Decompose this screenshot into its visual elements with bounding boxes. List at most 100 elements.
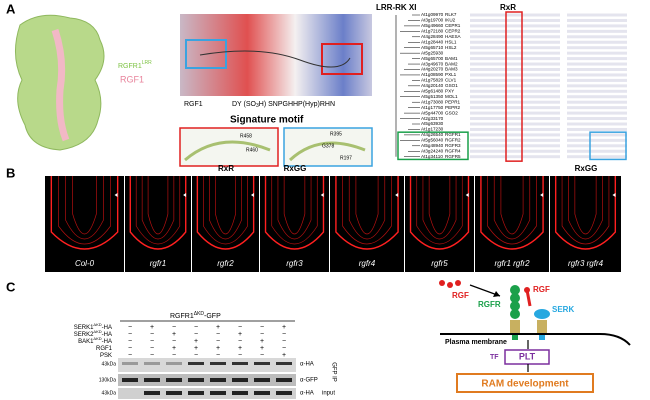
gene-id: At3g49670 bbox=[421, 61, 444, 66]
root-outline bbox=[409, 176, 470, 250]
row-sup: ΔKD bbox=[93, 336, 101, 341]
sequence-row bbox=[470, 29, 560, 33]
band bbox=[232, 362, 248, 365]
gene-id: At5g65710 bbox=[421, 45, 444, 50]
root-outline bbox=[554, 176, 617, 250]
genotype-label: rgfr1 rgfr2 bbox=[494, 259, 530, 268]
sign: − bbox=[216, 338, 220, 345]
sequence-row bbox=[470, 13, 560, 17]
bait-name: RGFR1 bbox=[170, 313, 194, 320]
sequence-row bbox=[470, 84, 560, 88]
band bbox=[144, 362, 160, 365]
root-image bbox=[45, 176, 124, 272]
gene-name: CEPR1 bbox=[445, 23, 461, 28]
antibody-label: α-HA bbox=[300, 391, 314, 397]
root-outline bbox=[129, 176, 187, 250]
sequence-row bbox=[567, 100, 627, 104]
row-suffix: -HA bbox=[102, 339, 112, 345]
sequence-row bbox=[567, 138, 627, 142]
sign: − bbox=[282, 345, 286, 352]
sequence-row bbox=[470, 40, 560, 44]
sequence-row bbox=[470, 78, 560, 82]
row-name: RGF1 bbox=[96, 346, 113, 352]
gene-name: RGFR1 bbox=[445, 132, 461, 137]
ligand-label: RGF bbox=[533, 285, 550, 294]
band bbox=[166, 391, 182, 395]
root-outline bbox=[348, 176, 386, 240]
sequence-row bbox=[567, 106, 627, 110]
row-label: PSK bbox=[100, 353, 112, 359]
gene-id: At4g28490 bbox=[421, 34, 444, 39]
sequence-row bbox=[567, 111, 627, 115]
gene-id: At1g17230 bbox=[421, 127, 444, 132]
gene-id: At1g73080 bbox=[421, 99, 444, 104]
sequence-row bbox=[567, 117, 627, 121]
root-outline bbox=[264, 176, 325, 250]
sequence-row bbox=[470, 51, 560, 55]
sequence-row bbox=[470, 155, 560, 159]
root-outline bbox=[480, 176, 544, 250]
gene-name: CEPR2 bbox=[445, 29, 461, 34]
sign: − bbox=[260, 331, 264, 338]
gene-name: RGFR4 bbox=[445, 148, 461, 153]
sequence-row bbox=[567, 68, 627, 71]
sign: + bbox=[282, 324, 286, 331]
rgfr-box bbox=[397, 131, 469, 161]
sign: − bbox=[150, 338, 154, 345]
sign: − bbox=[172, 324, 176, 331]
sign: + bbox=[194, 338, 198, 345]
sequence-row bbox=[470, 149, 560, 153]
sign: + bbox=[172, 345, 176, 352]
sequence-row bbox=[470, 89, 560, 93]
sequence-row bbox=[567, 57, 627, 61]
sequence-row bbox=[567, 89, 627, 93]
input-label: input bbox=[322, 391, 335, 397]
sequence-row bbox=[567, 133, 627, 137]
sequence-row bbox=[470, 106, 560, 110]
motif-sub: 3 bbox=[256, 103, 259, 109]
genotype-label: Col-0 bbox=[75, 259, 95, 268]
gene-name: PEPR1 bbox=[445, 99, 461, 104]
band bbox=[166, 362, 182, 365]
sign: − bbox=[238, 324, 242, 331]
sign: − bbox=[172, 352, 176, 359]
sign: + bbox=[238, 345, 242, 352]
sequence-row bbox=[470, 111, 560, 115]
sign: − bbox=[238, 352, 242, 359]
panel-label: C bbox=[6, 279, 16, 294]
size-marker: 43kDa bbox=[102, 390, 117, 396]
peptide-label: RGF1 bbox=[120, 74, 144, 84]
meristem-arrow bbox=[540, 193, 544, 197]
band bbox=[276, 362, 292, 365]
sequence-row bbox=[567, 18, 627, 22]
sign: + bbox=[172, 331, 176, 338]
root-outline bbox=[487, 176, 537, 245]
root-outline bbox=[416, 176, 463, 245]
receptor-sup: LRR bbox=[142, 60, 152, 66]
gene-name: RGFR5 bbox=[445, 154, 461, 159]
sign: − bbox=[282, 331, 286, 338]
sequence-row bbox=[567, 149, 627, 153]
sign: − bbox=[128, 338, 132, 345]
root-outline bbox=[568, 176, 603, 240]
band bbox=[254, 391, 270, 395]
meristem-arrow bbox=[250, 193, 254, 197]
sign: + bbox=[260, 345, 264, 352]
residue-label: G378 bbox=[322, 143, 334, 149]
band bbox=[188, 362, 204, 365]
row-suffix: -HA bbox=[102, 332, 112, 338]
root-outline bbox=[215, 176, 236, 235]
root-outline bbox=[561, 176, 610, 245]
gene-id: At5g63930 bbox=[421, 121, 444, 126]
root-outline bbox=[203, 176, 248, 245]
gene-name: HSL2 bbox=[445, 45, 457, 50]
band bbox=[210, 378, 226, 382]
sign: − bbox=[282, 338, 286, 345]
root-image bbox=[550, 176, 621, 272]
sign: + bbox=[216, 345, 220, 352]
sign: − bbox=[150, 352, 154, 359]
gene-id: At3g24240 bbox=[421, 148, 444, 153]
western-blot bbox=[118, 358, 296, 399]
bait-suffix: -GFP bbox=[204, 313, 221, 320]
motif-header: RxGG bbox=[284, 164, 307, 173]
